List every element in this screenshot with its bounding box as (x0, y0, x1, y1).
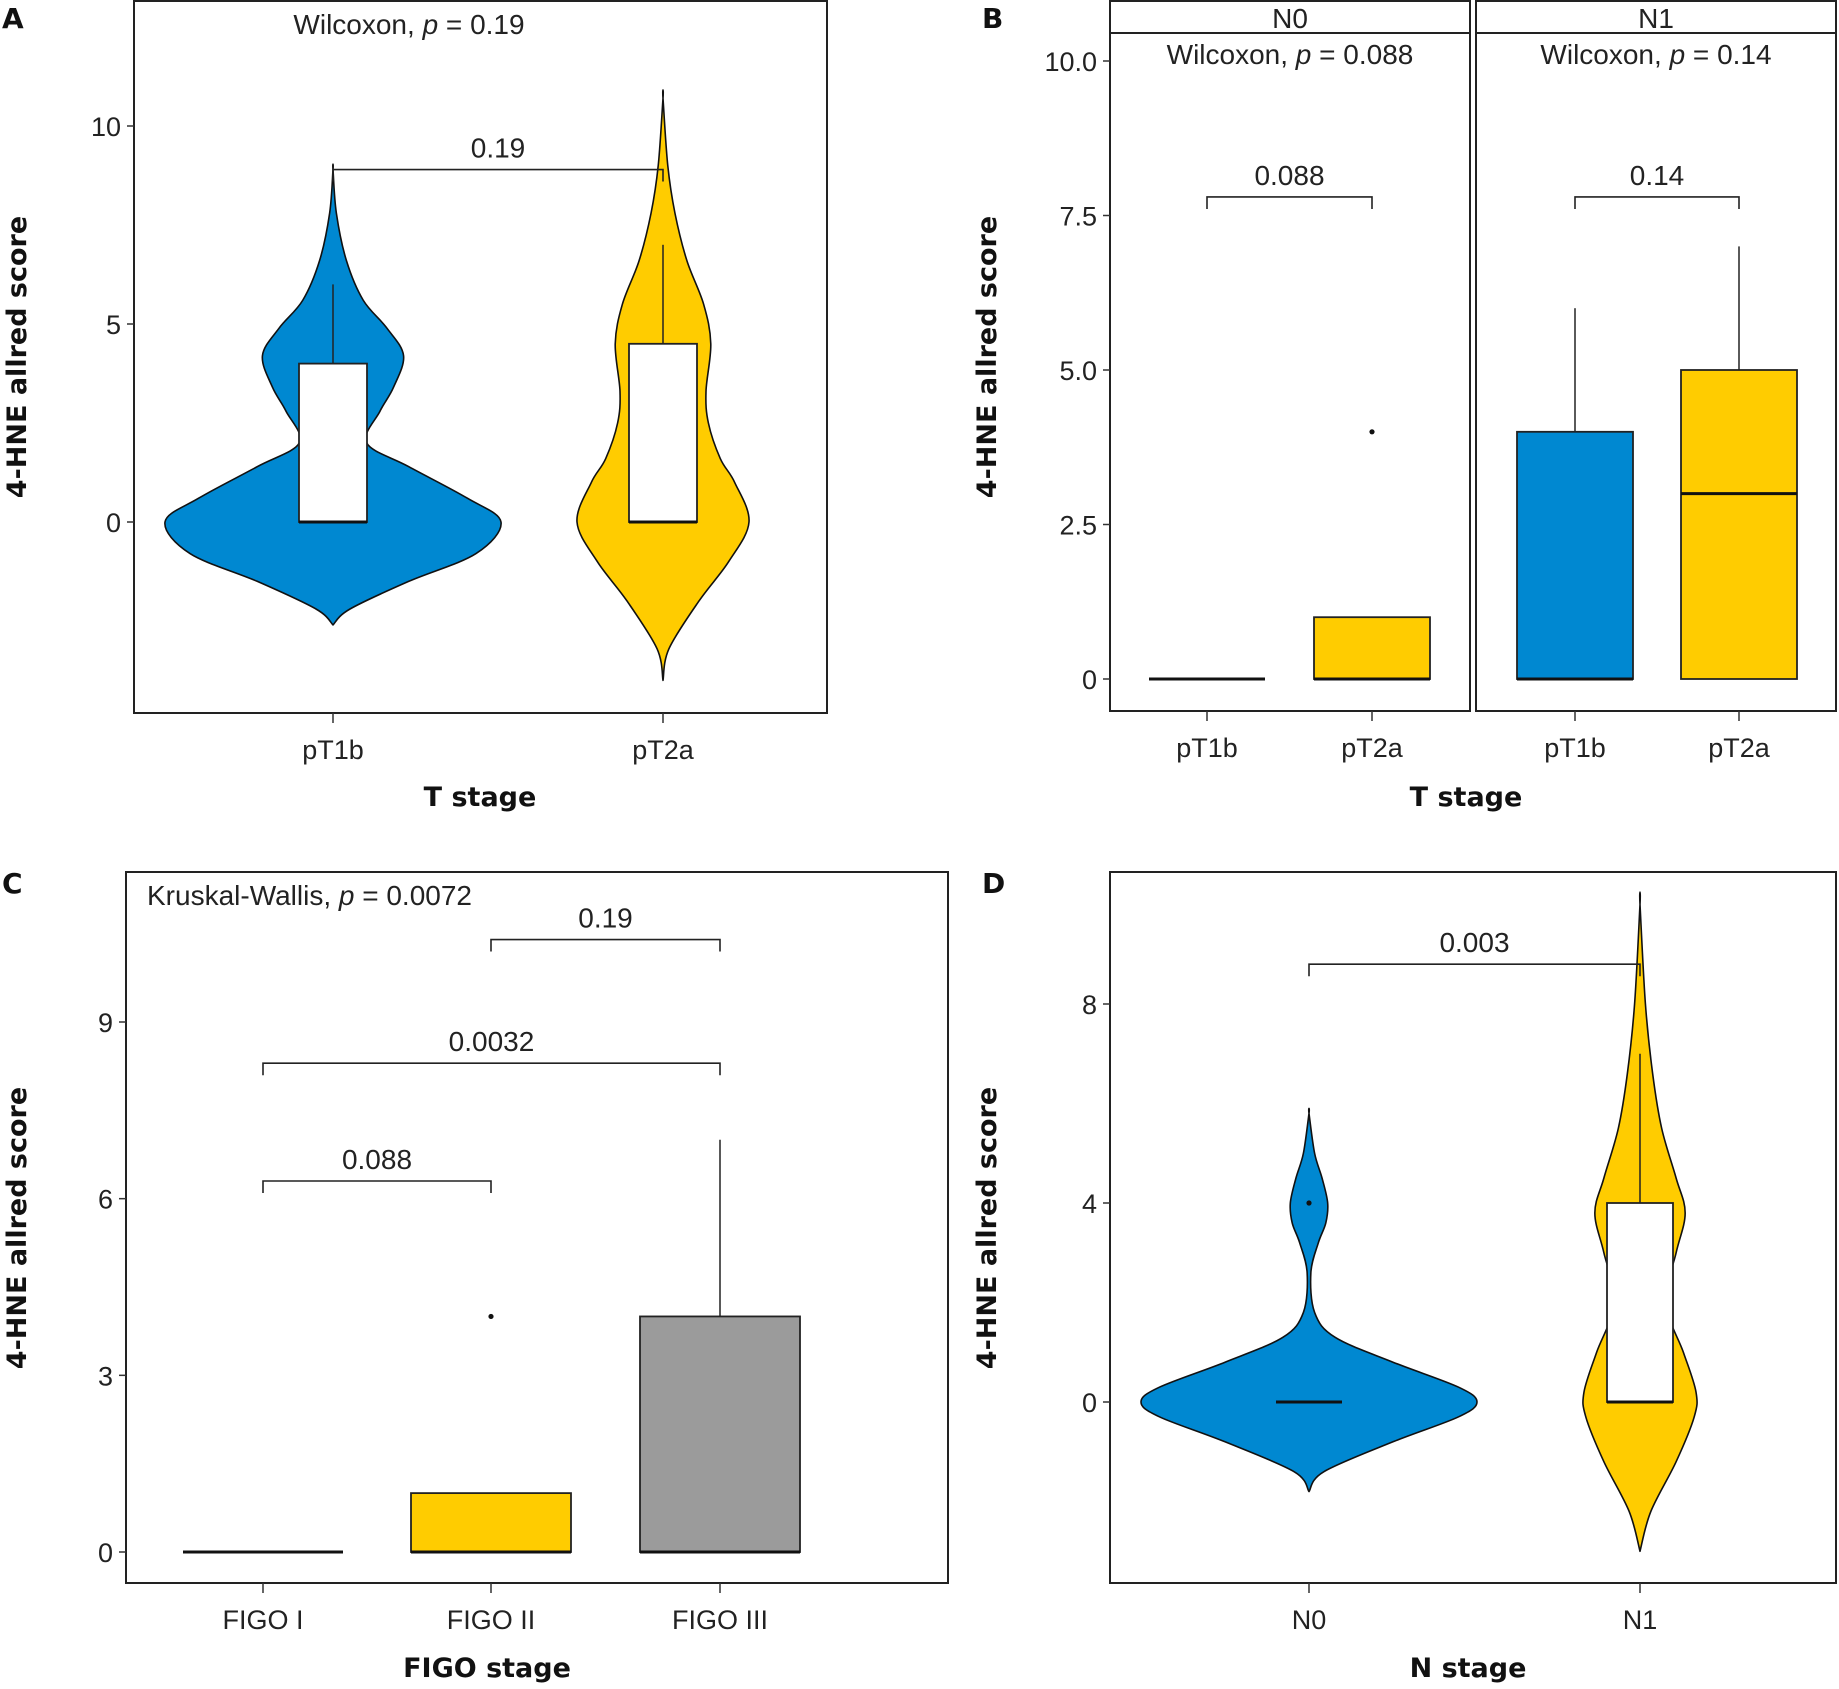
y-tick-label: 3 (98, 1361, 113, 1391)
panel-b: B 4-HNE allred score T stage N0 Wilcoxon,… (972, 0, 1837, 813)
y-axis-title: 4-HNE allred score (2, 1087, 33, 1369)
x-tick-label: pT1b (1544, 733, 1606, 763)
panel-letter-a: A (2, 2, 24, 35)
box-iqr (1313, 616, 1431, 680)
y-tick-label: 7.5 (1059, 202, 1097, 232)
plot-area: 0 3 6 9 FIGO I FIGO II FIGO III Kruskal-Wallis,… (98, 871, 949, 1635)
y-tick-label: 0 (1082, 665, 1097, 695)
panel-c: C 4-HNE allred score FIGO stage 0 3 6 9 FIGO… (2, 867, 949, 1684)
plot-area: 0 4 8 N0 N1 0.003 (1082, 871, 1837, 1635)
y-tick-label: 0 (106, 508, 121, 538)
significance-bracket (490, 938, 721, 952)
plot-area: 0 5 10 pT1b pT2a Wilcoxon, p = 0.19 0.19 (91, 0, 828, 765)
y-tick-label: 10.0 (1044, 47, 1097, 77)
test-annotation: Wilcoxon, p = 0.088 (1167, 39, 1414, 70)
y-tick-label: 0 (1082, 1388, 1097, 1418)
test-annotation: Wilcoxon, p = 0.14 (1540, 39, 1771, 70)
box-iqr (1516, 430, 1634, 680)
bracket-p-value: 0.19 (471, 133, 526, 164)
test-annotation: Wilcoxon, p = 0.19 (293, 9, 524, 40)
plot-frame (1109, 871, 1837, 1584)
x-axis-title: FIGO stage (403, 1653, 571, 1684)
outlier-point (1369, 429, 1375, 435)
x-tick-label: FIGO I (223, 1605, 304, 1635)
y-tick-label: 9 (98, 1008, 113, 1038)
box-iqr (1680, 369, 1798, 680)
plot-frame (1109, 32, 1471, 712)
box-iqr (628, 342, 698, 523)
bracket-p-value: 0.003 (1439, 927, 1509, 958)
facet-strip (1475, 0, 1837, 34)
plot-area: N0 Wilcoxon, p = 0.088 pT1b pT2a 0.088 N1 Wilc… (1044, 0, 1837, 763)
facet-strip (1109, 0, 1471, 34)
significance-bracket (1308, 963, 1641, 977)
bracket-p-value: 0.19 (578, 903, 633, 934)
y-axis-title: 4-HNE allred score (972, 1087, 1003, 1369)
significance-bracket (332, 168, 664, 182)
significance-bracket (262, 1062, 721, 1076)
significance-bracket (262, 1180, 492, 1193)
y-tick-label: 0 (98, 1538, 113, 1568)
test-annotation: Kruskal-Wallis, p = 0.0072 (147, 880, 472, 911)
panel-letter-d: D (982, 867, 1005, 900)
y-tick-label: 10 (91, 112, 121, 142)
panel-letter-c: C (2, 867, 23, 900)
x-axis-title: N stage (1410, 1653, 1527, 1684)
significance-bracket (1206, 196, 1373, 209)
plot-frame (125, 871, 949, 1584)
x-tick-label: FIGO II (447, 1605, 536, 1635)
box-iqr (298, 362, 368, 523)
x-tick-label: N0 (1292, 1605, 1327, 1635)
x-tick-label: pT1b (1176, 733, 1238, 763)
x-tick-label: pT2a (632, 735, 695, 765)
outlier-point (488, 1313, 494, 1320)
box-iqr (639, 1315, 801, 1553)
panel-d: D 4-HNE allred score N stage 0 4 8 N0 N1 0.00… (972, 867, 1837, 1684)
plot-frame (1475, 32, 1837, 712)
x-tick-label: N1 (1623, 1605, 1658, 1635)
y-tick-label: 2.5 (1059, 511, 1097, 541)
y-axis-title: 4-HNE allred score (2, 216, 33, 498)
facet-strip-label: N0 (1272, 3, 1308, 34)
y-tick-label: 8 (1082, 990, 1097, 1020)
x-tick-label: pT2a (1708, 733, 1771, 763)
y-tick-label: 5 (106, 310, 121, 340)
bracket-p-value: 0.088 (342, 1144, 412, 1175)
outlier-point (1306, 1200, 1312, 1206)
x-tick-label: pT1b (302, 735, 364, 765)
y-tick-label: 5.0 (1059, 356, 1097, 386)
panel-letter-b: B (982, 2, 1003, 35)
significance-bracket (1574, 196, 1740, 209)
bracket-p-value: 0.0032 (449, 1026, 535, 1057)
x-tick-label: FIGO III (672, 1605, 768, 1635)
box-iqr (410, 1492, 572, 1553)
bracket-p-value: 0.088 (1254, 160, 1324, 191)
x-axis-title: T stage (1410, 782, 1523, 813)
facet-strip-label: N1 (1638, 3, 1674, 34)
bracket-p-value: 0.14 (1630, 160, 1685, 191)
x-tick-label: pT2a (1341, 733, 1404, 763)
y-tick-label: 4 (1082, 1189, 1097, 1219)
panel-a: A 4-HNE allred score T stage 0 5 10 pT1b pT2… (2, 0, 828, 813)
box-iqr (1606, 1202, 1674, 1403)
y-axis-title: 4-HNE allred score (972, 216, 1003, 498)
y-tick-label: 6 (98, 1185, 113, 1215)
violin-shape (1140, 1107, 1478, 1493)
plot-frame (133, 0, 828, 714)
x-axis-title: T stage (424, 782, 537, 813)
